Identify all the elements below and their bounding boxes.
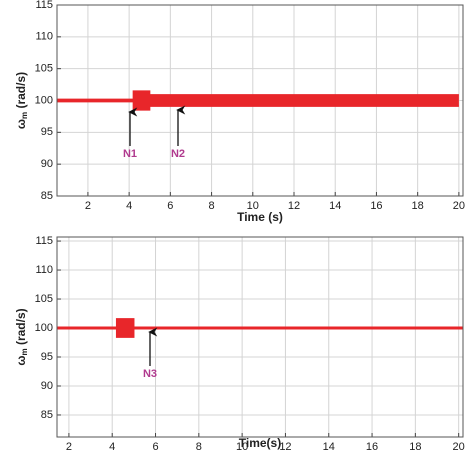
y-tick-label: 110 xyxy=(35,31,53,43)
x-tick-label: 6 xyxy=(167,200,173,212)
x-tick-label: 6 xyxy=(152,441,158,452)
annotation: N2 xyxy=(171,148,185,160)
x-axis-label: Time (s) xyxy=(237,210,283,224)
y-axis-label-part: ω xyxy=(14,119,28,129)
x-tick-label: 14 xyxy=(323,441,335,452)
y-tick-label: 115 xyxy=(35,235,53,247)
y-tick-label: 85 xyxy=(41,409,53,421)
y-tick-label: 95 xyxy=(41,126,53,138)
x-tick-label: 20 xyxy=(453,200,465,212)
y-tick-label: 110 xyxy=(35,264,53,276)
x-tick-label: 10 xyxy=(247,200,259,212)
x-tick-label: 18 xyxy=(409,441,421,452)
y-axis-label-part: ω xyxy=(14,356,28,366)
x-tick-label: 4 xyxy=(126,200,132,212)
y-tick-label: 115 xyxy=(35,0,53,11)
x-axis-label: Time(s) xyxy=(239,436,281,450)
y-tick-label: 100 xyxy=(35,94,53,106)
y-tick-label: 105 xyxy=(35,293,53,305)
y-axis-label-part: m xyxy=(20,348,29,355)
x-tick-label: 14 xyxy=(329,200,341,212)
x-tick-label: 8 xyxy=(209,200,215,212)
x-tick-label: 2 xyxy=(66,441,72,452)
y-axis-label-part: (rad/s) xyxy=(14,308,28,348)
x-tick-label: 20 xyxy=(453,441,465,452)
x-tick-label: 12 xyxy=(279,441,291,452)
envelope-line xyxy=(57,101,459,111)
y-tick-label: 85 xyxy=(41,190,53,202)
axes-frame xyxy=(56,236,464,438)
envelope-line xyxy=(57,90,459,100)
x-tick-label: 4 xyxy=(109,441,115,452)
y-axis-label: ωm (rad/s) xyxy=(14,72,29,129)
oscillation-band xyxy=(57,318,463,338)
x-tick-label: 16 xyxy=(370,200,382,212)
x-tick-label: 8 xyxy=(196,441,202,452)
y-tick-label: 90 xyxy=(41,158,53,170)
envelope-line xyxy=(57,328,463,338)
x-tick-label: 16 xyxy=(366,441,378,452)
y-tick-label: 90 xyxy=(41,380,53,392)
x-tick-label: 18 xyxy=(412,200,424,212)
y-axis-label: ωm (rad/s) xyxy=(14,308,29,365)
y-tick-label: 105 xyxy=(35,63,53,75)
y-axis-label-part: (rad/s) xyxy=(14,72,28,112)
y-tick-label: 95 xyxy=(41,351,53,363)
y-axis-label-part: m xyxy=(20,112,29,119)
annotation: N1 xyxy=(123,148,137,160)
axes-frame xyxy=(56,4,464,197)
oscillation-band xyxy=(57,90,459,111)
x-tick-label: 10 xyxy=(236,441,248,452)
annotation: N3 xyxy=(143,368,157,380)
y-tick-label: 100 xyxy=(35,322,53,334)
x-tick-label: 2 xyxy=(85,200,91,212)
envelope-line xyxy=(57,318,463,328)
x-tick-label: 12 xyxy=(288,200,300,212)
